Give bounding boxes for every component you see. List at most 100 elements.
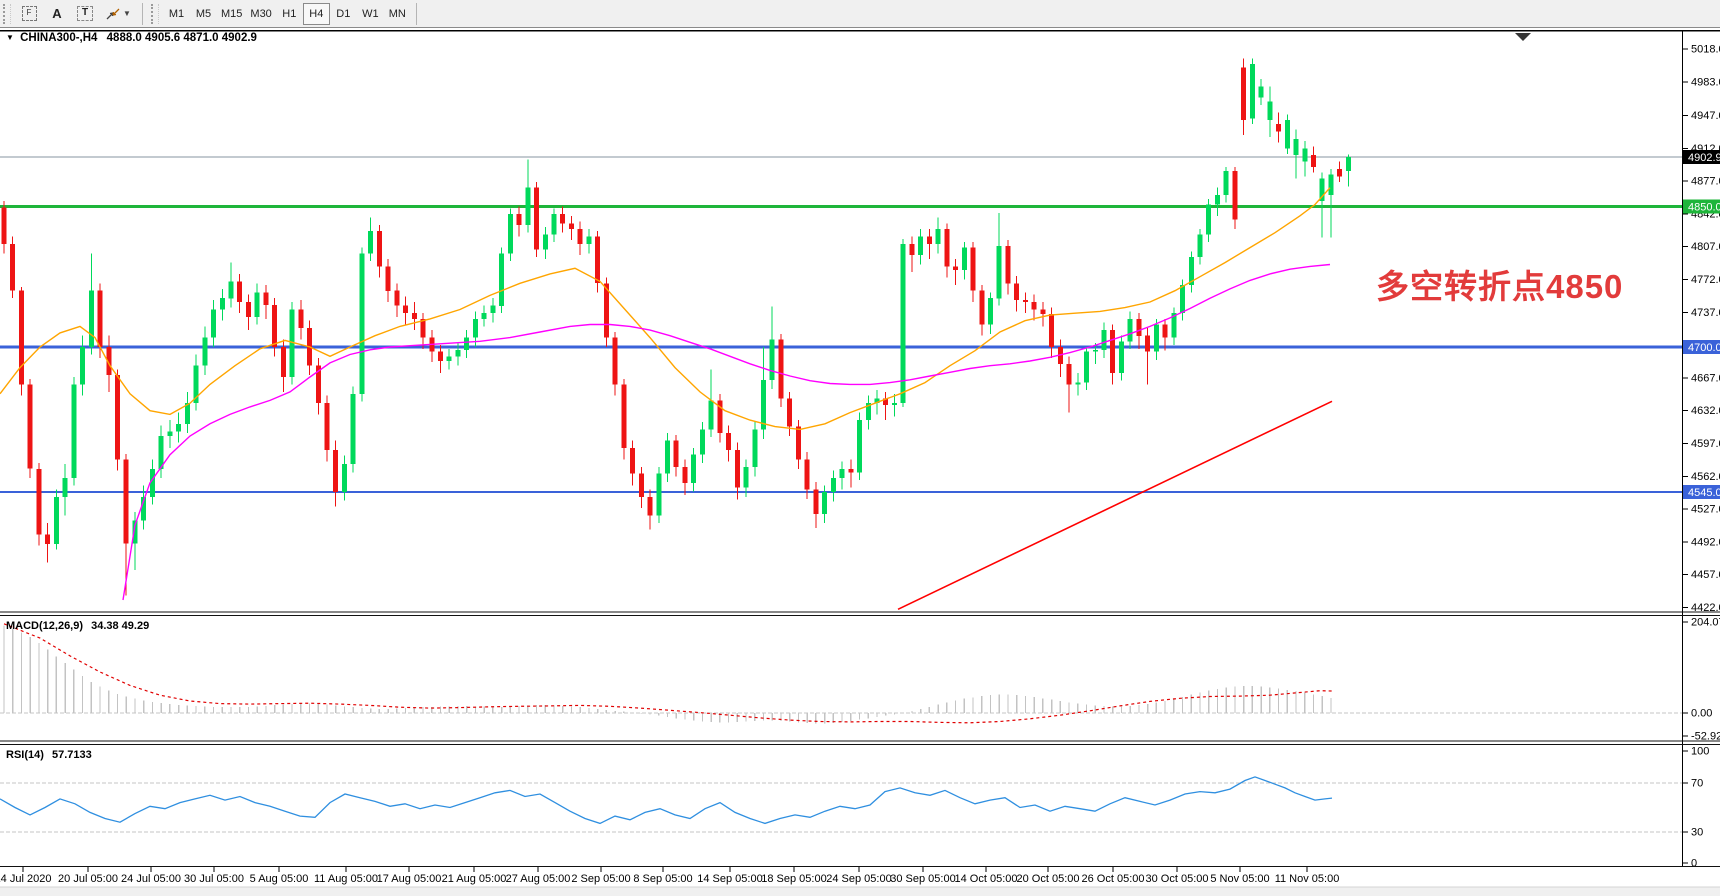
candle-down xyxy=(376,230,382,267)
candle-down xyxy=(647,496,653,516)
candle-down xyxy=(106,347,112,376)
candle-down xyxy=(848,468,854,473)
svg-text:4983.0: 4983.0 xyxy=(1691,76,1720,88)
candle-down xyxy=(717,400,723,434)
candle-down xyxy=(1040,309,1046,315)
candle-up xyxy=(1267,101,1273,121)
timeframe-w1[interactable]: W1 xyxy=(357,3,384,25)
timeframe-m30[interactable]: M30 xyxy=(246,3,275,25)
svg-text:4632.0: 4632.0 xyxy=(1691,405,1720,417)
date-label: 11 Nov 05:00 xyxy=(1275,873,1340,885)
candle-down xyxy=(953,266,959,271)
candle-down xyxy=(123,459,129,544)
price-badge-4700.0 xyxy=(1683,340,1720,354)
timeframe-m15[interactable]: M15 xyxy=(217,3,246,25)
candle-down xyxy=(577,228,583,244)
candle-up xyxy=(219,298,225,310)
candle-down xyxy=(1232,170,1238,220)
rsi-panel: 100 70 30 0 xyxy=(0,746,1709,870)
chart-area[interactable]: 5018.04983.04947.04912.04877.04842.04807… xyxy=(0,29,1720,896)
candle-up xyxy=(865,403,871,421)
date-label: 14 Jul 2020 xyxy=(0,873,51,885)
candle-down xyxy=(1145,335,1151,352)
date-label: 24 Sep 05:00 xyxy=(826,873,891,885)
candle-up xyxy=(446,356,452,361)
symbol-dropdown-caret[interactable]: ▼ xyxy=(6,33,14,42)
candle-up xyxy=(1197,234,1203,257)
text-label-tool-button[interactable]: A xyxy=(44,3,70,25)
candle-up xyxy=(1258,86,1264,98)
candle-down xyxy=(926,236,932,244)
candle-up xyxy=(1215,195,1220,205)
price-badges: 4902.9 4850.0 4700.0 4545.0 xyxy=(1683,149,1720,500)
candle-down xyxy=(734,450,740,488)
macd-panel: 204.07 0.00 -52.92 xyxy=(0,617,1720,743)
chevron-down-icon: ▼ xyxy=(123,9,131,18)
candle-up xyxy=(1127,318,1133,342)
candle-up xyxy=(62,478,68,497)
date-label: 17 Aug 05:00 xyxy=(377,873,442,885)
candle-up xyxy=(1206,204,1212,235)
candle-down xyxy=(630,448,636,474)
price-badge-4545.0 xyxy=(1683,485,1720,500)
candle-up xyxy=(359,253,365,394)
date-label: 30 Jul 05:00 xyxy=(184,873,244,885)
timeframe-mn[interactable]: MN xyxy=(384,3,411,25)
trendline[interactable] xyxy=(897,400,1333,611)
frame-tool-button[interactable]: F xyxy=(16,3,42,25)
svg-text:4737.0: 4737.0 xyxy=(1691,307,1720,319)
toolbar-grip[interactable] xyxy=(151,3,159,24)
svg-text:4700.0: 4700.0 xyxy=(1688,342,1720,354)
candle-up xyxy=(472,318,478,338)
candle-down xyxy=(115,375,120,460)
candle-down xyxy=(682,466,688,483)
candle-up xyxy=(708,400,714,430)
candle-down xyxy=(909,243,915,256)
candle-down xyxy=(1066,363,1072,385)
toolbar-grip[interactable] xyxy=(3,3,11,24)
rsi-name: RSI(14) xyxy=(6,749,44,761)
candle-down xyxy=(1311,154,1316,168)
candle-down xyxy=(403,305,409,314)
chart-canvas[interactable]: 5018.04983.04947.04912.04877.04842.04807… xyxy=(0,29,1720,896)
candle-up xyxy=(769,339,775,380)
timeframe-h4[interactable]: H4 xyxy=(302,2,330,25)
timeframe-m1[interactable]: M1 xyxy=(163,3,190,25)
symbol-ohlc-title: ▼ CHINA300-,H4 4888.0 4905.6 4871.0 4902… xyxy=(6,32,257,44)
candle-up xyxy=(499,253,505,306)
candle-up xyxy=(874,398,880,404)
candle-up xyxy=(830,478,836,493)
candle-up xyxy=(996,245,1002,299)
candle-up xyxy=(1171,313,1177,338)
candle-up xyxy=(656,473,662,516)
text-label-icon: A xyxy=(52,6,62,21)
candle-up xyxy=(167,431,173,436)
date-label: 20 Oct 05:00 xyxy=(1017,873,1080,885)
candle-down xyxy=(280,347,286,377)
price-axis: 5018.04983.04947.04912.04877.04842.04807… xyxy=(1682,31,1720,867)
candle-up xyxy=(586,236,592,244)
textbox-tool-button[interactable]: T xyxy=(72,3,98,25)
candle-up xyxy=(1084,351,1089,383)
timeframe-d1[interactable]: D1 xyxy=(330,3,357,25)
candle-up xyxy=(542,234,548,250)
arrows-tool-button[interactable]: ▼ xyxy=(100,3,136,25)
timeframe-m5[interactable]: M5 xyxy=(190,3,217,25)
candle-up xyxy=(350,393,356,465)
candle-down xyxy=(1162,324,1168,338)
candle-down xyxy=(1014,283,1020,301)
candle-up xyxy=(1075,382,1081,385)
candle-up xyxy=(822,492,828,514)
candle-down xyxy=(970,247,976,291)
date-label: 2 Sep 05:00 xyxy=(571,873,630,885)
candle-down xyxy=(1,207,7,244)
candle-up xyxy=(158,436,164,469)
svg-text:70: 70 xyxy=(1691,778,1703,790)
moving-averages xyxy=(0,187,1331,601)
candle-up xyxy=(1293,139,1299,155)
candle-down xyxy=(944,228,950,267)
candle-up xyxy=(743,466,749,488)
svg-text:4527.0: 4527.0 xyxy=(1691,504,1720,516)
timeframe-h1[interactable]: H1 xyxy=(276,3,303,25)
candle-up xyxy=(699,429,705,455)
